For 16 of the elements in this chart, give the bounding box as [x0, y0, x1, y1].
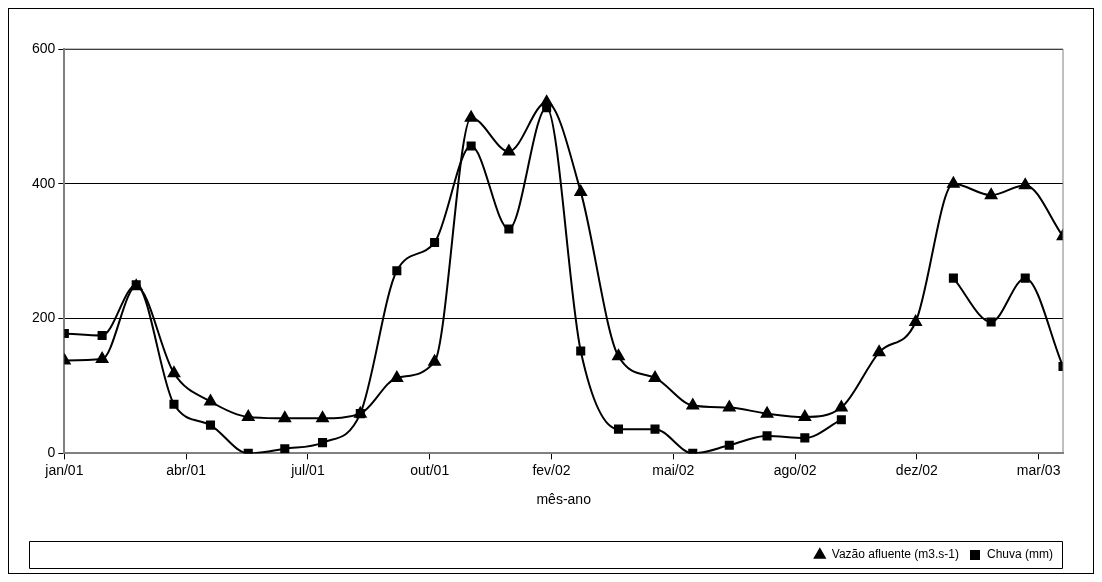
legend-label: Vazão afluente (m3.s-1) [831, 547, 959, 562]
x-axis-title: mês-ano [536, 491, 592, 508]
x-tick-label: out/01 [410, 461, 450, 478]
x-tick-label: dez/02 [895, 461, 939, 478]
x-tick-label: ago/02 [773, 461, 817, 478]
y-tick-label: 200 [32, 309, 56, 326]
x-tick-label: jul/01 [290, 461, 325, 478]
x-tick-label: jan/01 [44, 461, 84, 478]
x-tick-label: fev/02 [532, 461, 571, 478]
y-tick-label: 600 [32, 39, 56, 56]
y-tick-label: 0 [47, 444, 56, 461]
x-tick-label: abr/01 [166, 461, 207, 478]
legend-label: Chuva (mm) [986, 547, 1054, 562]
x-tick-label: mar/03 [1016, 461, 1061, 478]
y-tick-label: 400 [32, 174, 56, 191]
x-tick-label: mai/02 [652, 461, 695, 478]
